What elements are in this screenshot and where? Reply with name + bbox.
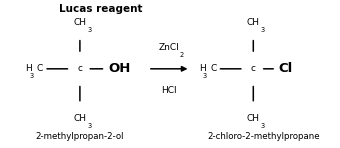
Text: C: C [37, 64, 43, 73]
Text: c: c [78, 64, 82, 73]
Text: 2: 2 [180, 52, 184, 58]
Text: 3: 3 [261, 27, 265, 33]
Text: 3: 3 [87, 27, 91, 33]
Text: c: c [251, 64, 256, 73]
Text: CH: CH [247, 114, 260, 123]
Text: 2-methylpropan-2-ol: 2-methylpropan-2-ol [36, 132, 124, 141]
Text: 3: 3 [30, 73, 34, 79]
Text: H: H [26, 64, 32, 73]
Text: 3: 3 [261, 123, 265, 128]
Text: Lucas reagent: Lucas reagent [58, 4, 142, 15]
Text: HCl: HCl [161, 86, 177, 95]
Text: CH: CH [73, 18, 86, 27]
Text: CH: CH [73, 114, 86, 123]
Text: 2-chloro-2-methylpropane: 2-chloro-2-methylpropane [207, 132, 320, 141]
Text: ZnCl: ZnCl [158, 43, 180, 52]
Text: H: H [199, 64, 206, 73]
Text: CH: CH [247, 18, 260, 27]
Text: 3: 3 [87, 123, 91, 128]
Text: OH: OH [108, 62, 131, 75]
Text: Cl: Cl [279, 62, 293, 75]
Text: C: C [210, 64, 216, 73]
Text: 3: 3 [203, 73, 207, 79]
